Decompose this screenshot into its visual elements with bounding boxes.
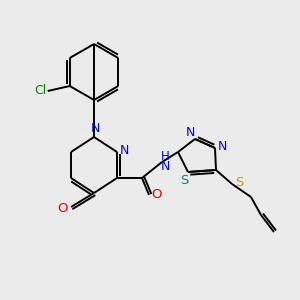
Text: O: O [151,188,161,200]
Text: S: S [235,176,243,188]
Text: N: N [185,125,195,139]
Text: S: S [180,173,188,187]
Text: N: N [217,140,227,152]
Text: H: H [160,151,169,164]
Text: N: N [90,122,100,136]
Text: Cl: Cl [34,85,47,98]
Text: O: O [58,202,68,214]
Text: N: N [160,160,170,172]
Text: N: N [119,145,129,158]
